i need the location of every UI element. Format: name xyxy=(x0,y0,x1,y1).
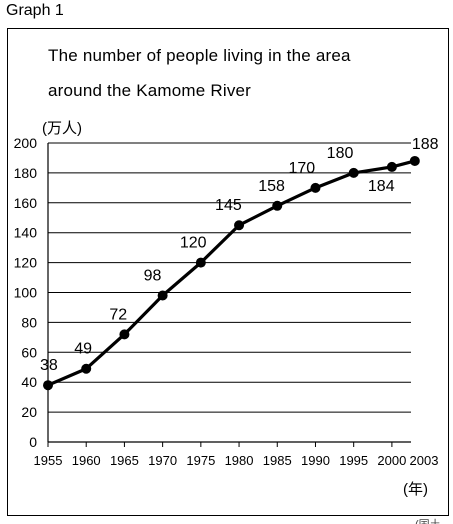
y-tick-label: 60 xyxy=(21,344,37,360)
chart-title-line-1: The number of people living in the area xyxy=(48,46,351,65)
x-tick-label: 1970 xyxy=(148,453,177,468)
data-point xyxy=(81,363,92,374)
x-tick-label: 1960 xyxy=(72,453,101,468)
chart-frame xyxy=(7,28,449,516)
data-label: 158 xyxy=(258,178,285,195)
data-label: 120 xyxy=(180,235,207,252)
chart-title-line-2: around the Kamome River xyxy=(48,81,252,100)
series-line xyxy=(47,159,416,387)
graph-label: Graph 1 xyxy=(6,2,64,19)
x-tick-label: 2003 xyxy=(410,453,439,468)
x-axis-label: (年) xyxy=(403,481,428,498)
data-point xyxy=(310,182,321,193)
y-tick-label: 180 xyxy=(14,165,38,181)
data-label: 145 xyxy=(215,197,242,214)
source-note: (国土 xyxy=(415,516,453,524)
y-tick-label: 120 xyxy=(14,255,38,271)
data-label: 184 xyxy=(368,178,395,195)
y-tick-label: 100 xyxy=(14,285,38,301)
data-point xyxy=(195,257,206,268)
x-tick-label: 1990 xyxy=(301,453,330,468)
data-point xyxy=(386,161,397,172)
x-tick-label: 1965 xyxy=(110,453,139,468)
y-tick-label: 0 xyxy=(29,434,37,450)
data-label: 72 xyxy=(109,306,127,323)
data-label: 180 xyxy=(327,145,354,162)
data-label: 49 xyxy=(74,341,92,358)
x-tick-label: 1980 xyxy=(225,453,254,468)
data-label: 188 xyxy=(412,136,439,153)
series-line-group xyxy=(47,159,416,387)
data-point xyxy=(119,329,130,340)
data-point xyxy=(409,155,420,166)
gridlines xyxy=(48,142,411,413)
tick-labels: 0 20 40 60 80 100 120 140 160 180 200 1955 1960 1965 1… xyxy=(14,135,439,468)
data-point xyxy=(43,380,53,391)
x-tick-label: 1995 xyxy=(339,453,368,468)
y-tick-label: 20 xyxy=(21,404,37,420)
x-tick-label: 2000 xyxy=(377,453,406,468)
y-tick-label: 40 xyxy=(21,374,37,390)
y-axis-label: (万人) xyxy=(42,120,82,137)
data-point xyxy=(157,290,168,301)
data-point xyxy=(348,167,359,178)
data-label: 38 xyxy=(40,357,58,374)
x-tick-label: 1975 xyxy=(186,453,215,468)
data-label: 98 xyxy=(144,267,162,284)
axes xyxy=(47,143,411,447)
y-tick-label: 200 xyxy=(14,135,38,151)
y-tick-label: 140 xyxy=(14,225,38,241)
data-point xyxy=(234,220,245,231)
x-tick-label: 1985 xyxy=(263,453,292,468)
data-point xyxy=(272,200,283,211)
x-tick-label: 1955 xyxy=(34,453,63,468)
y-tick-label: 80 xyxy=(21,314,37,330)
data-points xyxy=(43,155,420,391)
data-label: 170 xyxy=(288,160,315,177)
y-tick-label: 160 xyxy=(14,195,38,211)
